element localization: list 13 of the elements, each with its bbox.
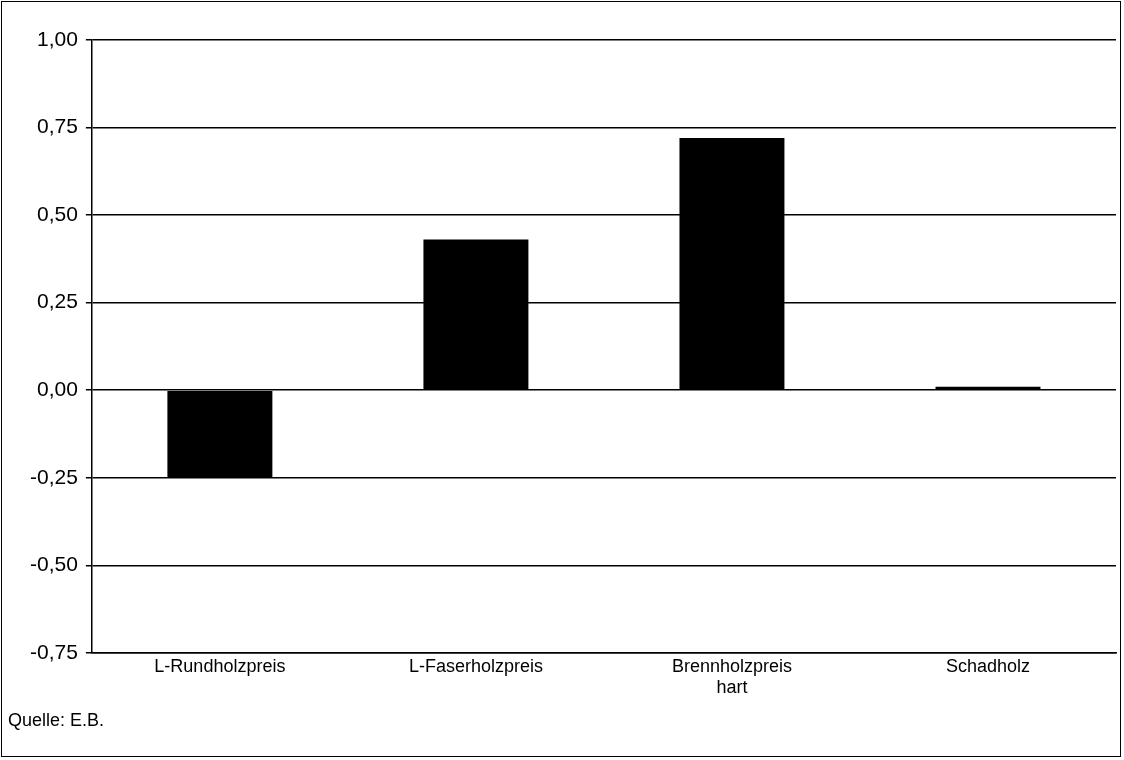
y-tick-label: 0,50 bbox=[36, 201, 78, 225]
x-tick-label: Schadholz bbox=[945, 655, 1031, 676]
y-tick-label: 1,00 bbox=[36, 26, 78, 50]
y-tick-label: 0,00 bbox=[36, 376, 78, 400]
x-tick-label: L-Faserholzpreis bbox=[408, 655, 543, 676]
source-note: Quelle: E.B. bbox=[8, 710, 105, 731]
x-tick-label: L-Rundholzpreis bbox=[154, 655, 286, 676]
y-tick-label: 0,75 bbox=[36, 114, 78, 138]
y-tick-label: -0,75 bbox=[29, 639, 78, 663]
y-tick-label: -0,50 bbox=[29, 552, 78, 576]
y-tick-label: -0,25 bbox=[29, 464, 78, 488]
x-tick-label: Brennholzpreis hart bbox=[671, 655, 792, 698]
y-tick-label: 0,25 bbox=[36, 289, 78, 313]
